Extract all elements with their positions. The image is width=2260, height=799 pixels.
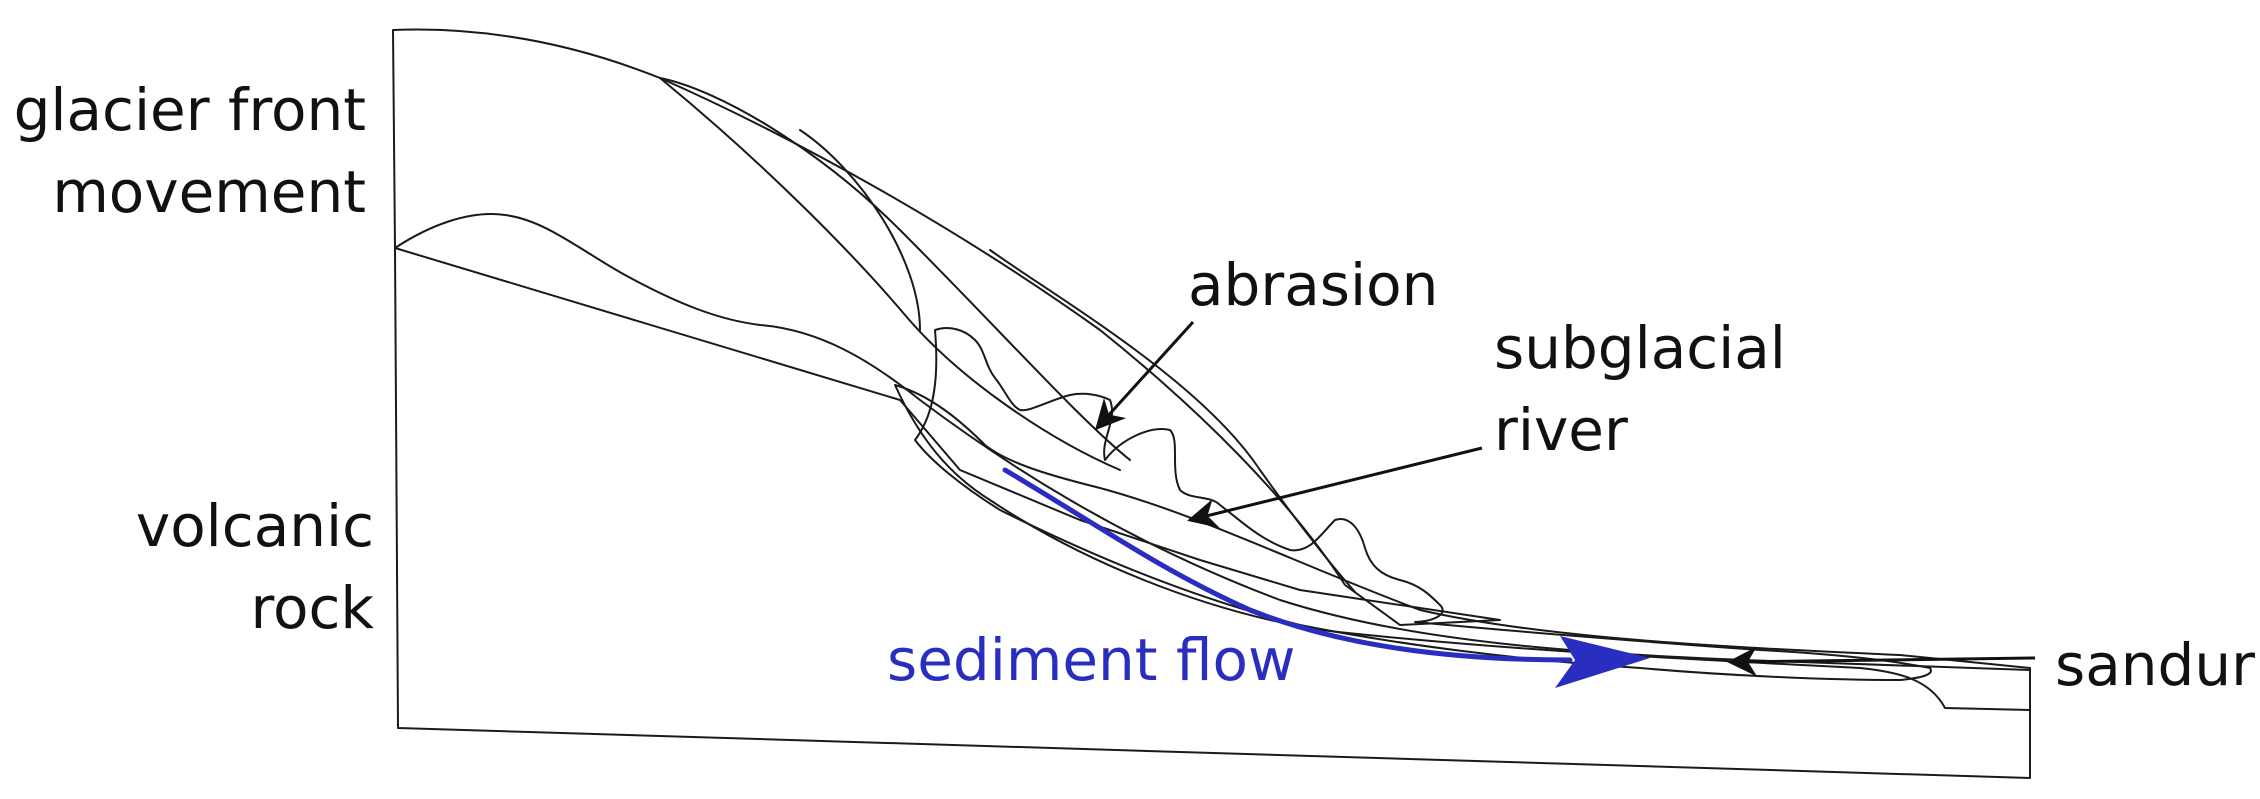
label-subglacial-river-line2: river — [1494, 396, 1628, 464]
sediment-flow-arrowhead — [1555, 636, 1650, 688]
label-glacier-front-line2: movement — [52, 158, 366, 226]
glacier-front-line-3 — [989, 249, 1356, 593]
sandur-pointer-arrow — [1727, 646, 2036, 677]
glacier-front-line-1 — [659, 77, 1131, 461]
subglacial-river-pointer-arrow — [1187, 446, 1483, 529]
glacier-front-line-2 — [659, 77, 1121, 471]
label-volcanic-rock-line2: rock — [250, 574, 374, 642]
sediment-flow-arrow — [1002, 467, 1573, 663]
abrasion-pointer-arrow — [1094, 320, 1195, 431]
volcanic-rock — [394, 213, 2031, 779]
label-volcanic-rock-line1: volcanic — [136, 492, 374, 560]
label-subglacial-river-line1: subglacial — [1494, 314, 1786, 382]
label-abrasion: abrasion — [1188, 251, 1438, 319]
label-glacier-front-line1: glacier front — [14, 76, 366, 144]
meltwater-layer — [894, 384, 2031, 711]
glacier-front-line-4 — [799, 129, 921, 331]
label-sediment-flow: sediment flow — [887, 626, 1295, 694]
label-sandur: sandur — [2055, 631, 2255, 699]
